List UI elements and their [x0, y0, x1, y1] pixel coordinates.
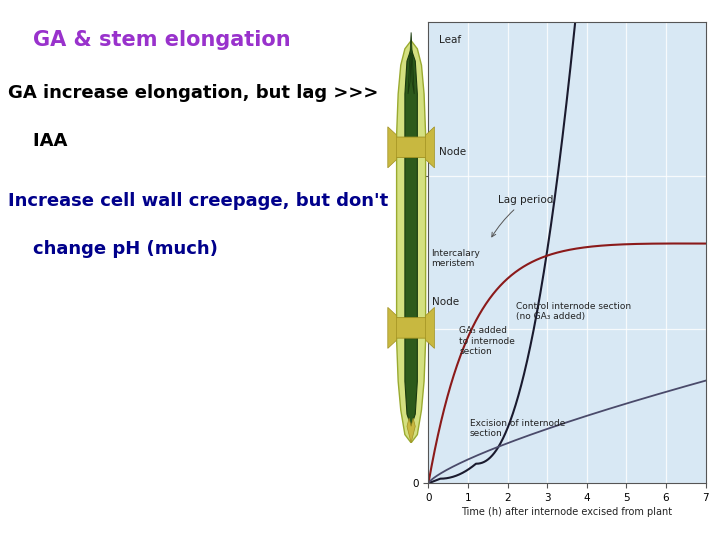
Text: IAA: IAA — [8, 132, 67, 150]
Polygon shape — [397, 40, 426, 443]
Text: Node: Node — [431, 296, 459, 307]
Text: GA₃ added
to internode
section: GA₃ added to internode section — [459, 326, 516, 356]
Text: Control internode section
(no GA₃ added): Control internode section (no GA₃ added) — [516, 302, 631, 321]
Text: Lag period: Lag period — [492, 195, 553, 237]
Polygon shape — [408, 32, 414, 94]
FancyBboxPatch shape — [395, 318, 428, 338]
Polygon shape — [407, 418, 415, 443]
X-axis label: Time (h) after internode excised from plant: Time (h) after internode excised from pl… — [462, 507, 672, 517]
FancyBboxPatch shape — [395, 137, 428, 158]
Text: Intercalary
meristem: Intercalary meristem — [431, 249, 480, 268]
Polygon shape — [426, 307, 434, 348]
Polygon shape — [388, 127, 397, 168]
Text: Excision of internode
section: Excision of internode section — [470, 418, 565, 438]
Text: Node: Node — [439, 147, 467, 158]
Text: change pH (much): change pH (much) — [8, 240, 217, 258]
Polygon shape — [405, 49, 418, 427]
Y-axis label: Growth (mm): Growth (mm) — [398, 218, 408, 287]
Text: Increase cell wall creepage, but don't: Increase cell wall creepage, but don't — [8, 192, 388, 210]
Polygon shape — [426, 127, 434, 168]
Text: Leaf: Leaf — [439, 35, 462, 45]
Text: GA & stem elongation: GA & stem elongation — [33, 30, 291, 50]
Polygon shape — [388, 307, 397, 348]
Text: GA increase elongation, but lag >>>: GA increase elongation, but lag >>> — [8, 84, 378, 102]
